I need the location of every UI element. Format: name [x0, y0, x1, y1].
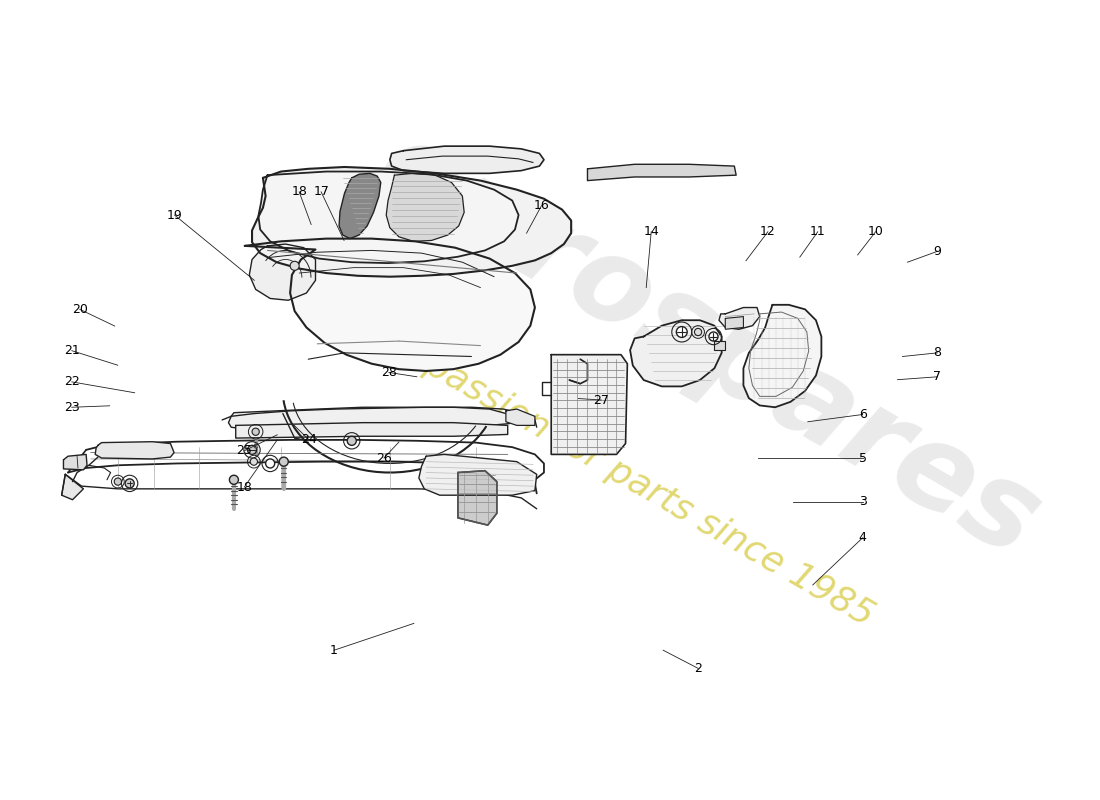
Polygon shape — [725, 317, 744, 330]
Text: 16: 16 — [534, 199, 549, 212]
Circle shape — [250, 458, 257, 466]
Polygon shape — [250, 244, 316, 300]
Circle shape — [710, 332, 718, 341]
Text: 1: 1 — [330, 644, 338, 657]
Circle shape — [279, 457, 288, 466]
Text: 6: 6 — [859, 408, 867, 421]
Text: 24: 24 — [301, 434, 317, 446]
Polygon shape — [744, 305, 822, 407]
Circle shape — [290, 262, 299, 270]
Polygon shape — [258, 171, 518, 263]
Polygon shape — [630, 320, 722, 386]
Polygon shape — [245, 238, 535, 371]
Text: 14: 14 — [644, 226, 659, 238]
Polygon shape — [551, 354, 627, 454]
Circle shape — [230, 475, 239, 484]
Text: 23: 23 — [64, 401, 79, 414]
Text: 10: 10 — [868, 226, 883, 238]
Polygon shape — [235, 422, 508, 438]
Circle shape — [694, 328, 702, 336]
Text: 18: 18 — [236, 481, 252, 494]
Text: 19: 19 — [166, 209, 183, 222]
Polygon shape — [506, 409, 535, 426]
Circle shape — [348, 436, 356, 446]
Text: 20: 20 — [72, 303, 88, 316]
Polygon shape — [389, 146, 544, 174]
Text: 2: 2 — [694, 662, 702, 675]
Text: 25: 25 — [236, 444, 252, 458]
Polygon shape — [62, 474, 84, 500]
Text: a passion for parts since 1985: a passion for parts since 1985 — [389, 330, 880, 633]
Text: 18: 18 — [292, 186, 307, 198]
Text: 5: 5 — [859, 451, 867, 465]
Polygon shape — [419, 454, 537, 495]
Text: 22: 22 — [64, 375, 79, 388]
Text: 17: 17 — [314, 186, 329, 198]
Polygon shape — [386, 174, 464, 242]
Polygon shape — [458, 470, 497, 525]
Polygon shape — [714, 341, 725, 350]
Polygon shape — [339, 174, 381, 238]
Text: 21: 21 — [64, 344, 79, 357]
Text: 8: 8 — [934, 346, 942, 359]
Text: 3: 3 — [859, 495, 867, 508]
Text: 11: 11 — [810, 226, 826, 238]
Text: 12: 12 — [760, 226, 775, 238]
Circle shape — [252, 428, 260, 435]
Polygon shape — [719, 307, 760, 330]
Circle shape — [676, 326, 688, 338]
Polygon shape — [229, 407, 513, 429]
Polygon shape — [587, 164, 736, 181]
Text: eurospares: eurospares — [355, 110, 1059, 582]
Text: 4: 4 — [859, 531, 867, 544]
Text: 7: 7 — [934, 370, 942, 383]
Text: 28: 28 — [381, 366, 397, 379]
Circle shape — [114, 478, 121, 486]
Polygon shape — [252, 167, 571, 277]
Polygon shape — [96, 442, 174, 459]
Circle shape — [248, 446, 256, 454]
Polygon shape — [64, 454, 87, 470]
Circle shape — [125, 479, 134, 488]
Text: 9: 9 — [934, 245, 942, 258]
Text: 26: 26 — [376, 451, 392, 465]
Text: 27: 27 — [593, 394, 609, 406]
Circle shape — [265, 459, 275, 468]
